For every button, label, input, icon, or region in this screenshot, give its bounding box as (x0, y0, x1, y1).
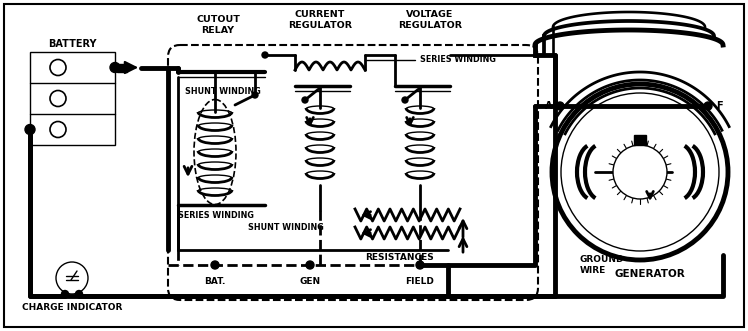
Text: F: F (716, 101, 723, 111)
Bar (634, 135, 646, 145)
Circle shape (50, 121, 66, 137)
Text: A: A (545, 101, 552, 111)
Circle shape (110, 63, 120, 72)
Text: CHARGE INDICATOR: CHARGE INDICATOR (22, 304, 122, 312)
Circle shape (252, 92, 258, 98)
Circle shape (50, 60, 66, 75)
Text: CUTOUT
RELAY: CUTOUT RELAY (196, 15, 240, 35)
Circle shape (416, 261, 424, 269)
Circle shape (561, 93, 719, 251)
Bar (30, 52, 115, 145)
Text: SHUNT WINDING: SHUNT WINDING (248, 223, 324, 232)
Text: BAT.: BAT. (204, 277, 226, 286)
Text: BATTERY: BATTERY (49, 39, 96, 49)
Circle shape (306, 261, 314, 269)
Circle shape (50, 90, 66, 107)
Text: SHUNT WINDING: SHUNT WINDING (185, 87, 261, 97)
Circle shape (76, 291, 82, 298)
Text: VOLTAGE
REGULATOR: VOLTAGE REGULATOR (398, 10, 462, 30)
Circle shape (262, 52, 268, 58)
Circle shape (211, 261, 219, 269)
Circle shape (613, 145, 667, 199)
Text: GROUND
WIRE: GROUND WIRE (580, 255, 625, 275)
Text: GENERATOR: GENERATOR (615, 269, 685, 279)
Circle shape (402, 97, 408, 103)
Circle shape (61, 291, 69, 298)
Text: SERIES WINDING: SERIES WINDING (420, 56, 496, 65)
Bar (117, 64, 127, 71)
Text: FIELD: FIELD (405, 277, 435, 286)
Text: GEN: GEN (299, 277, 321, 286)
Circle shape (556, 102, 564, 110)
Text: RESISTANCES: RESISTANCES (366, 254, 435, 262)
Circle shape (302, 97, 308, 103)
Text: SERIES WINDING: SERIES WINDING (178, 211, 254, 219)
Circle shape (552, 84, 728, 260)
Text: CURRENT
REGULATOR: CURRENT REGULATOR (288, 10, 352, 30)
Circle shape (56, 262, 88, 294)
Circle shape (25, 124, 35, 134)
Circle shape (704, 102, 712, 110)
